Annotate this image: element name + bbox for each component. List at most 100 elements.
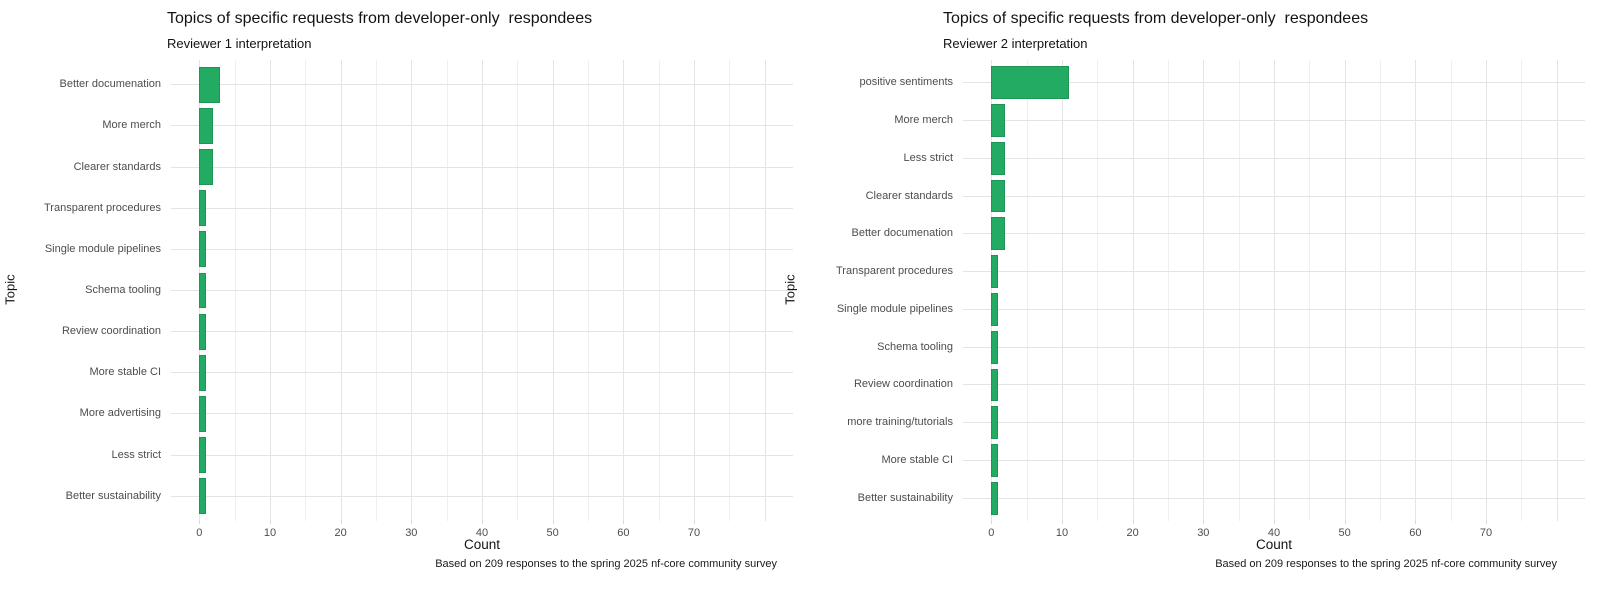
x-tick-label: 50 <box>546 527 559 539</box>
x-axis-title: Count <box>1255 537 1293 552</box>
bar <box>991 368 999 402</box>
chart-caption: Based on 209 responses to the spring 202… <box>435 558 777 570</box>
x-tick-label: 0 <box>988 527 995 539</box>
gridline-horizontal <box>171 454 793 456</box>
bar <box>199 354 207 391</box>
bar <box>991 481 999 515</box>
x-tick-mark <box>1132 521 1134 524</box>
bar <box>199 396 207 432</box>
gridline-horizontal <box>171 495 793 497</box>
category-label: More advertising <box>79 407 161 420</box>
chart-title: Topics of specific requests from develop… <box>943 10 1369 27</box>
gridline-vertical <box>1203 60 1205 521</box>
gridline-horizontal <box>171 166 793 168</box>
x-tick-mark <box>991 521 993 524</box>
chart-title: Topics of specific requests from develop… <box>167 10 593 27</box>
gridline-vertical <box>1238 60 1240 521</box>
gridline-vertical <box>1556 60 1558 521</box>
plot-panel <box>171 60 793 521</box>
gridline-horizontal <box>963 119 1585 121</box>
bar <box>199 190 207 227</box>
x-tick-label: 60 <box>1409 527 1422 539</box>
x-tick-mark <box>1203 521 1205 524</box>
gridline-horizontal <box>963 82 1585 84</box>
gridline-horizontal <box>963 422 1585 424</box>
gridline-horizontal <box>171 331 793 333</box>
x-tick-label: 70 <box>687 527 701 539</box>
x-tick-label: 30 <box>405 527 418 539</box>
category-label: Better sustainability <box>857 491 953 504</box>
gridline-horizontal <box>171 413 793 415</box>
category-label: Better documenation <box>851 227 953 240</box>
gridline-horizontal <box>171 248 793 250</box>
category-label: Transparent procedures <box>44 201 161 214</box>
x-tick-mark <box>1415 521 1417 524</box>
gridline-horizontal <box>171 125 793 127</box>
bar <box>991 66 1070 100</box>
bar <box>991 179 1006 213</box>
category-label: Schema tooling <box>877 340 953 353</box>
x-tick-mark <box>1486 521 1488 524</box>
bar <box>199 66 221 103</box>
gridline-vertical <box>1097 60 1099 521</box>
bar <box>199 149 214 185</box>
x-tick-label: 10 <box>1055 527 1069 539</box>
x-tick-label: 20 <box>1126 527 1139 539</box>
gridline-vertical <box>1415 60 1417 521</box>
bar <box>199 437 207 474</box>
bar <box>991 104 1006 137</box>
x-tick-mark <box>411 521 413 524</box>
category-label: Clearer standards <box>865 189 953 202</box>
category-label: positive sentiments <box>859 76 953 89</box>
gridline-vertical <box>1309 60 1311 521</box>
x-tick-label: 20 <box>334 527 347 539</box>
x-tick-label: 50 <box>1338 527 1351 539</box>
plot-panel <box>963 60 1585 521</box>
bar <box>991 217 1006 251</box>
category-label: Review coordination <box>853 378 953 391</box>
x-tick-mark <box>269 521 271 524</box>
gridline-vertical <box>1132 60 1134 521</box>
gridline-vertical <box>1167 60 1169 521</box>
chart-subtitle: Reviewer 2 interpretation <box>943 36 1088 51</box>
category-label: Better documenation <box>59 78 161 91</box>
category-label: Clearer standards <box>73 160 161 173</box>
gridline-horizontal <box>963 233 1585 235</box>
category-label: Better sustainability <box>65 489 161 502</box>
bar <box>199 231 207 268</box>
bar <box>991 444 999 477</box>
bar <box>991 292 999 326</box>
x-tick-label: 0 <box>196 527 203 539</box>
gridline-horizontal <box>963 308 1585 310</box>
category-label: Single module pipelines <box>44 242 161 255</box>
x-tick-mark <box>552 521 554 524</box>
bar <box>991 141 1006 175</box>
gridline-horizontal <box>963 497 1585 499</box>
bar <box>199 107 214 144</box>
gridline-horizontal <box>171 84 793 86</box>
x-tick-mark <box>623 521 625 524</box>
bar <box>991 330 999 364</box>
x-tick-label: 70 <box>1479 527 1493 539</box>
gridline-vertical <box>1274 60 1275 521</box>
gridline-vertical <box>1450 60 1452 521</box>
gridline-vertical <box>991 60 993 521</box>
category-label: More stable CI <box>881 454 953 467</box>
category-label: More merch <box>894 113 953 126</box>
category-label: Less strict <box>111 448 161 461</box>
category-label: Single module pipelines <box>836 302 953 315</box>
gridline-horizontal <box>963 195 1585 197</box>
gridline-horizontal <box>963 460 1585 462</box>
bar <box>199 313 207 350</box>
gridline-horizontal <box>171 290 793 291</box>
x-axis-title: Count <box>463 537 501 552</box>
bar <box>991 255 999 289</box>
category-label: more training/tutorials <box>847 416 953 429</box>
chart-caption: Based on 209 responses to the spring 202… <box>1215 558 1557 570</box>
x-tick-mark <box>1061 521 1063 524</box>
gridline-horizontal <box>171 372 793 374</box>
gridline-horizontal <box>963 157 1585 159</box>
category-label: Schema tooling <box>85 284 161 296</box>
category-label: More merch <box>102 119 161 132</box>
x-tick-label: 10 <box>263 527 277 539</box>
